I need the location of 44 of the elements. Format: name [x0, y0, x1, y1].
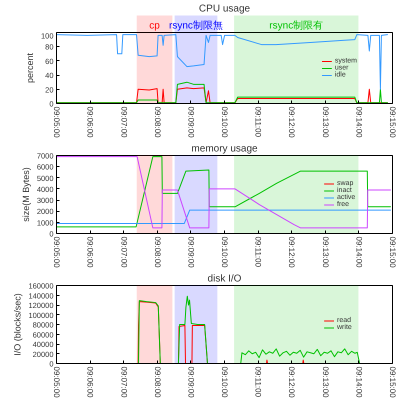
x-tick-label: 09:10:00 [220, 106, 230, 138]
x-tick-label: 09:09:00 [186, 366, 196, 398]
x-tick-label: 09:11:00 [254, 106, 263, 138]
x-tick-label: 09:06:00 [86, 106, 95, 138]
line-series [56, 82, 388, 104]
x-tick-label: 09:12:00 [287, 106, 296, 138]
x-tick-label: 09:11:00 [254, 236, 263, 268]
x-tick-label: 09:13:00 [320, 106, 330, 138]
x-tick-label: 09:06:00 [86, 366, 95, 398]
x-tick-label: 09:14:00 [354, 106, 364, 138]
band-label: rsync制限無 [169, 20, 223, 32]
x-tick-label: 09:07:00 [119, 106, 128, 138]
x-tick-label: 09:05:00 [52, 106, 61, 138]
x-tick-label: 09:12:00 [287, 366, 296, 398]
x-tick-label: 09:08:00 [152, 106, 162, 138]
x-tick-label: 09:15:00 [388, 366, 397, 398]
y-axis-title: I/O (blocks/sec) [12, 293, 22, 356]
x-tick-label: 09:05:00 [52, 366, 61, 398]
x-tick-label: 09:15:00 [388, 236, 397, 268]
chart-title: memory usage [191, 144, 258, 154]
x-tick-label: 09:10:00 [220, 236, 230, 268]
x-tick-label: 09:06:00 [86, 236, 95, 268]
x-tick-label: 09:08:00 [152, 366, 162, 398]
x-tick-label: 09:05:00 [52, 236, 61, 268]
chart-title: CPU usage [198, 4, 251, 14]
x-tick-label: 09:14:00 [354, 236, 364, 268]
x-tick-label: 09:09:00 [186, 106, 196, 138]
x-tick-label: 09:10:00 [220, 366, 230, 398]
x-tick-label: 09:13:00 [320, 366, 330, 398]
x-tick-label: 09:09:00 [186, 236, 196, 268]
y-axis-title: percent [24, 52, 35, 84]
x-tick-label: 09:12:00 [287, 236, 296, 268]
x-tick-label: 09:08:00 [152, 236, 162, 268]
x-tick-label: 09:14:00 [354, 366, 364, 398]
x-tick-label: 09:13:00 [320, 236, 330, 268]
band-label: cp [149, 20, 160, 32]
x-tick-label: 09:07:00 [119, 236, 128, 268]
y-axis-title: size(M Bytes) [20, 167, 31, 222]
x-tick-label: 09:15:00 [388, 106, 397, 138]
line-series [56, 34, 388, 90]
x-tick-label: 09:11:00 [254, 366, 263, 398]
band-label: rsync制限有 [269, 20, 324, 32]
chart-title: disk I/O [208, 274, 242, 284]
x-tick-label: 09:07:00 [119, 366, 128, 398]
